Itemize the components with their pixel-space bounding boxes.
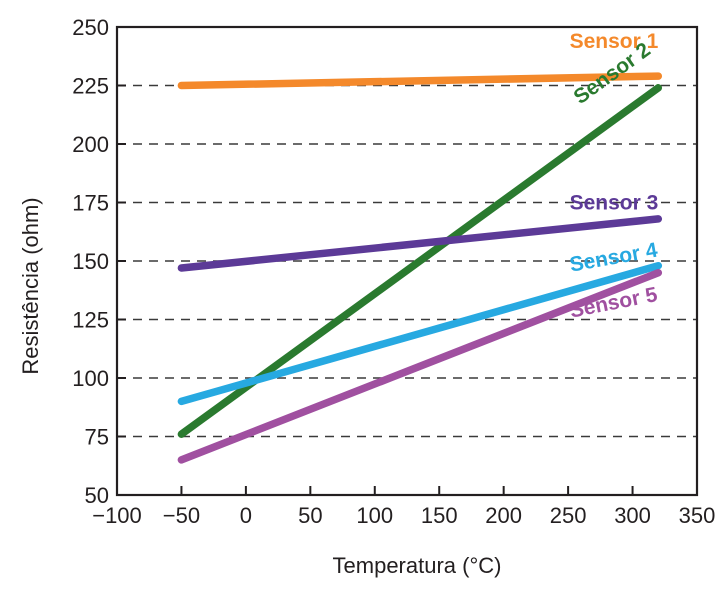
series-line-3	[177, 215, 663, 272]
x-tick-label-50: 50	[298, 503, 322, 528]
x-axis-title: Temperatura (°C)	[333, 553, 502, 578]
y-tick-label-75: 75	[85, 425, 109, 450]
series-lines	[177, 72, 663, 464]
x-tick-label-150: 150	[421, 503, 458, 528]
y-tick-label-200: 200	[72, 132, 109, 157]
tick-labels: 50 75 100 125 150 175 200 225 250 −100 −50 0 50 100 15…	[72, 15, 715, 528]
series-line-4	[177, 261, 663, 406]
y-tick-label-250: 250	[72, 15, 109, 40]
x-tick-label-350: 350	[679, 503, 715, 528]
y-tick-label-50: 50	[85, 483, 109, 508]
series-label-3: Sensor 3	[570, 192, 659, 215]
x-tick-label-250: 250	[550, 503, 587, 528]
y-tick-label-150: 150	[72, 249, 109, 274]
y-axis-title: Resistência (ohm)	[18, 197, 43, 374]
y-tick-label-225: 225	[72, 74, 109, 99]
y-tick-label-100: 100	[72, 366, 109, 391]
x-tick-label-200: 200	[485, 503, 522, 528]
series-line-5	[177, 268, 663, 464]
axes	[115, 25, 699, 497]
y-tick-label-175: 175	[72, 191, 109, 216]
x-tick-label-100: 100	[356, 503, 393, 528]
x-tick-label-0: 0	[240, 503, 252, 528]
x-tick-label-300: 300	[614, 503, 651, 528]
x-tick-label--100: −100	[92, 503, 142, 528]
series-label-1: Sensor 1	[570, 30, 659, 53]
series-line-1	[177, 72, 663, 90]
y-tick-label-125: 125	[72, 308, 109, 333]
x-tick-label--50: −50	[163, 503, 200, 528]
